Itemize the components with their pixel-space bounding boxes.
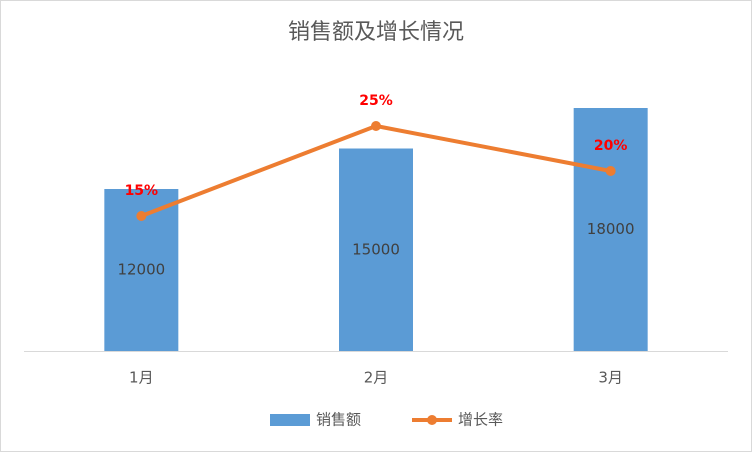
legend-swatch bbox=[270, 414, 310, 426]
data-label: 18000 bbox=[587, 220, 635, 238]
legend-label: 销售额 bbox=[316, 411, 361, 429]
x-tick-label: 1月 bbox=[129, 369, 154, 387]
data-label: 12000 bbox=[117, 261, 165, 279]
bar bbox=[573, 108, 648, 351]
point bbox=[371, 121, 381, 131]
point bbox=[136, 211, 147, 221]
data-label: 15000 bbox=[352, 240, 400, 258]
x-tick-label: 2月 bbox=[364, 369, 389, 387]
bar bbox=[339, 148, 413, 351]
legend-swatch bbox=[427, 415, 437, 425]
data-label: 25% bbox=[359, 93, 393, 109]
data-label: 20% bbox=[594, 138, 628, 154]
point bbox=[605, 166, 616, 176]
legend-label: 增长率 bbox=[458, 411, 503, 429]
x-tick-label: 3月 bbox=[598, 369, 623, 387]
chart-title: 销售额及增长情况 bbox=[288, 20, 464, 45]
data-label: 15% bbox=[125, 183, 159, 199]
